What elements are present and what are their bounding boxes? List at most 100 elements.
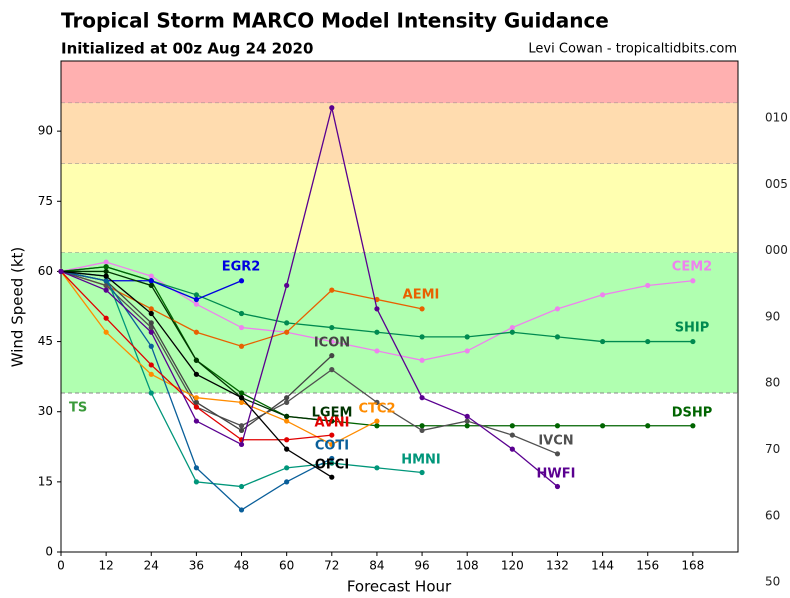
x-tick-label: 96 (414, 559, 429, 573)
data-point (238, 390, 245, 396)
series-label: HWFI (537, 467, 576, 482)
data-point (103, 268, 109, 275)
series-label: HMNI (401, 453, 441, 468)
data-point (148, 343, 154, 349)
data-point (148, 320, 154, 326)
data-point (148, 282, 154, 289)
data-point (554, 306, 561, 312)
data-point (193, 329, 199, 335)
data-point (284, 413, 290, 419)
data-point (374, 465, 380, 471)
data-point (193, 418, 199, 424)
data-point (329, 105, 335, 111)
data-point (374, 418, 380, 424)
data-point (148, 362, 154, 368)
data-point (419, 427, 425, 434)
x-tick-label: 156 (636, 559, 659, 573)
intensity-band (61, 61, 738, 104)
x-tick-label: 48 (234, 559, 249, 573)
subtitle: Initialized at 00z Aug 24 2020 (61, 40, 313, 58)
data-point (238, 343, 245, 349)
data-point (238, 395, 245, 401)
data-point (509, 329, 515, 335)
y-tick-label: 90 (38, 124, 53, 138)
data-point (690, 338, 696, 345)
data-point (600, 292, 606, 298)
data-point (464, 413, 470, 419)
y2-tick-label: 90 (765, 309, 780, 323)
series-line (60, 271, 378, 446)
y2-tick-label: 005 (765, 177, 788, 191)
data-point (690, 278, 696, 284)
data-point (554, 451, 561, 457)
chart-title: Tropical Storm MARCO Model Intensity Gui… (61, 9, 609, 33)
y2-tick-label: 80 (765, 376, 780, 390)
data-point (238, 427, 245, 434)
data-point (238, 278, 245, 284)
band-label: TS (69, 401, 87, 416)
data-point (148, 306, 154, 312)
data-point (238, 399, 245, 405)
data-point (238, 441, 245, 448)
series-label: COTI (315, 439, 349, 454)
data-point (419, 395, 425, 401)
x-tick-label: 0 (57, 559, 65, 573)
data-point (103, 287, 109, 293)
data-point (238, 324, 245, 331)
data-point (329, 418, 335, 424)
data-point (193, 292, 199, 298)
data-point (329, 324, 335, 331)
data-point (193, 371, 199, 377)
data-point (509, 324, 515, 331)
series-label: EGR2 (222, 260, 261, 275)
data-point (103, 329, 109, 335)
data-point (374, 423, 380, 429)
data-point (103, 278, 109, 284)
y2-tick-label: 50 (765, 575, 780, 589)
data-point (419, 306, 425, 312)
data-point (329, 455, 335, 462)
data-point (148, 371, 154, 377)
data-point (645, 282, 651, 289)
series-label: DSHP (672, 406, 713, 421)
y-tick-label: 0 (45, 545, 53, 559)
x-tick-label: 60 (279, 559, 294, 573)
data-point (148, 390, 154, 396)
data-point (554, 334, 561, 340)
data-point (284, 479, 290, 485)
data-point (103, 259, 109, 265)
data-point (464, 423, 470, 429)
data-point (238, 310, 245, 317)
data-point (690, 423, 696, 429)
x-tick-label: 72 (324, 559, 339, 573)
data-point (193, 479, 199, 485)
data-point (554, 483, 561, 490)
data-point (193, 296, 199, 303)
data-point (329, 367, 335, 373)
data-point (284, 437, 290, 443)
series-line (60, 107, 558, 488)
data-point (329, 287, 335, 293)
data-point (329, 460, 335, 466)
x-tick-label: 144 (591, 559, 614, 573)
data-point (329, 432, 335, 438)
x-tick-label: 84 (369, 559, 384, 573)
y2-tick-label: 70 (765, 442, 780, 456)
data-point (238, 507, 245, 513)
data-point (600, 423, 606, 429)
data-point (329, 441, 335, 448)
credit: Levi Cowan - tropicaltidbits.com (528, 42, 737, 57)
data-point (193, 357, 199, 363)
y-axis-label: Wind Speed (kt) (9, 247, 27, 368)
data-point (374, 329, 380, 335)
data-point (238, 483, 245, 490)
y2-tick-label: 010 (765, 111, 788, 125)
data-point (284, 320, 290, 326)
x-tick-label: 24 (144, 559, 159, 573)
data-point (284, 446, 290, 452)
data-point (374, 399, 380, 405)
y2-tick-label: 60 (765, 508, 780, 522)
data-point (419, 469, 425, 476)
